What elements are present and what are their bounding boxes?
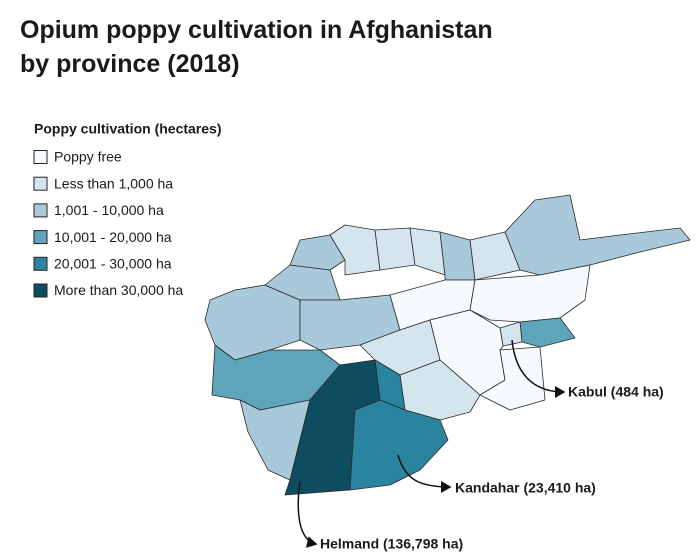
province xyxy=(439,231,476,281)
province xyxy=(519,317,576,348)
legend-swatch xyxy=(33,203,48,218)
legend-swatch xyxy=(33,230,48,245)
legend-swatch xyxy=(33,176,48,191)
province xyxy=(504,194,691,276)
annotation: Helmand (136,798 ha) xyxy=(320,536,463,552)
annotation: Kandahar (23,410 ha) xyxy=(455,480,596,496)
legend-label: Poppy free xyxy=(54,149,122,165)
province xyxy=(374,227,416,271)
legend-label: Less than 1,000 ha xyxy=(54,175,173,191)
title-line: by province (2018) xyxy=(20,50,240,78)
callout-arrow xyxy=(511,339,566,398)
map xyxy=(204,194,691,496)
province xyxy=(479,346,546,411)
legend-label: 20,001 - 30,000 ha xyxy=(54,256,172,272)
legend-label: More than 30,000 ha xyxy=(54,282,183,298)
legend-swatch xyxy=(33,150,48,164)
province xyxy=(349,399,449,491)
legend-title: Poppy cultivation (hectares) xyxy=(34,121,221,137)
callout-arrow xyxy=(397,454,452,493)
legend-swatch xyxy=(33,256,48,271)
province xyxy=(499,321,523,347)
legend-swatch xyxy=(33,283,48,298)
legend-label: 10,001 - 20,000 ha xyxy=(54,229,172,245)
province xyxy=(409,227,446,276)
title-line: Opium poppy cultivation in Afghanistan xyxy=(20,16,493,44)
province xyxy=(264,264,341,301)
annotation: Kabul (484 ha) xyxy=(568,384,664,400)
legend-label: 1,001 - 10,000 ha xyxy=(54,202,164,218)
province xyxy=(204,284,301,361)
callout-arrow xyxy=(297,481,318,548)
legend: Poppy free Less than 1,000 ha 1,001 - 10,0… xyxy=(33,149,183,298)
